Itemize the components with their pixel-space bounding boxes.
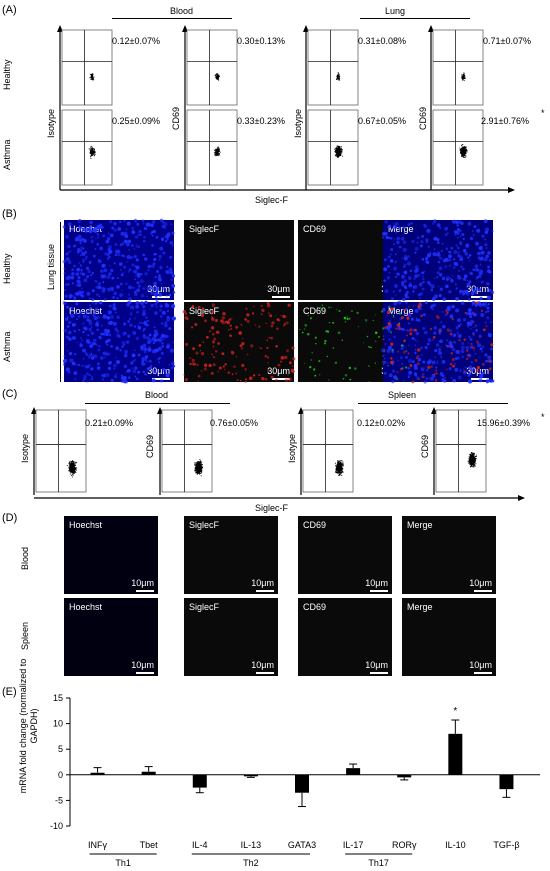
- panel-a-value-7: 0.67±0.05%: [358, 116, 406, 126]
- panel-a-value-2: 0.30±0.13%: [237, 36, 285, 46]
- bar-IL-13: [243, 774, 258, 777]
- panel-d-row-spleen: Spleen: [20, 621, 30, 650]
- bar-IL-17: [346, 768, 361, 775]
- y-tick-label: 0: [58, 770, 63, 780]
- panel-a-value-5: 0.25±0.09%: [112, 116, 160, 126]
- micro-d-blood-hoechst: Hoechst 10μm: [64, 516, 158, 594]
- flow-c-c3: [302, 409, 354, 493]
- panel-a-blood-line: [112, 18, 232, 19]
- panel-d-label: (D): [2, 512, 18, 524]
- bar-Tbet: [141, 771, 156, 775]
- panel-c-value-4: 15.96±0.39%: [477, 418, 530, 428]
- micro-d-blood-cd69: CD69 10μm: [298, 516, 392, 594]
- panel-c-star: *: [541, 412, 545, 422]
- panel-a-value-6: 0.33±0.23%: [237, 116, 285, 126]
- panel-d-row-blood: Blood: [20, 546, 30, 570]
- flow-a-r1-c2: [186, 29, 238, 106]
- flow-a-r1-c4: [432, 29, 484, 106]
- micro-b-asthma-hoechst: Hoechst 30μm: [64, 302, 174, 382]
- panel-c-label: (C): [2, 388, 18, 400]
- micro-d-spleen-hoechst: Hoechst 10μm: [64, 598, 158, 676]
- panel-a-group-lung: Lung: [385, 6, 406, 16]
- panel-c-xaxis: Siglec-F: [255, 503, 289, 513]
- bar-IL-4: [192, 774, 207, 788]
- panel-a-value-8: 2.91±0.76%: [481, 116, 529, 126]
- panel-b-side-line: [60, 222, 61, 382]
- panel-c-group-blood: Blood: [145, 390, 169, 400]
- micro-d-blood-merge: Merge 10μm: [402, 516, 496, 594]
- flow-a-r1-c3: [307, 29, 359, 106]
- panel-a-value-1: 0.12±0.07%: [112, 36, 160, 46]
- y-tick-label: 5: [58, 744, 63, 754]
- flow-c-c4: [435, 409, 487, 493]
- panel-a-flow-plots: [57, 25, 515, 193]
- x-tick-label: Tbet: [140, 840, 159, 850]
- micro-d-blood-siglecf: SiglecF 10μm: [184, 516, 278, 594]
- bar-RORγ: [397, 774, 412, 778]
- y-tick-label: -10: [50, 821, 63, 831]
- x-tick-label: IL-13: [241, 840, 262, 850]
- group-label-Th2: Th2: [243, 858, 259, 868]
- panel-a-value-4: 0.71±0.07%: [483, 36, 531, 46]
- panel-c-value-3: 0.12±0.02%: [357, 418, 405, 428]
- micro-b-healthy-siglecf: SiglecF 30μm: [184, 220, 294, 300]
- panel-b-label: (B): [2, 208, 17, 220]
- bar-GATA3: [295, 774, 309, 793]
- panel-c-blood-line: [85, 403, 230, 404]
- panel-a-value-3: 0.31±0.08%: [358, 36, 406, 46]
- y-tick-label: 10: [53, 719, 63, 729]
- micro-d-spleen-siglecf: SiglecF 10μm: [184, 598, 278, 676]
- panel-e-label: (E): [2, 686, 17, 698]
- panel-a-star: *: [541, 108, 545, 118]
- x-tick-label: IL-4: [192, 840, 208, 850]
- bar-INFγ: [90, 772, 105, 775]
- panel-c-value-2: 0.76±0.05%: [210, 418, 258, 428]
- panel-a-lung-line: [360, 18, 470, 19]
- x-tick-label: GATA3: [288, 840, 316, 850]
- flow-c-c1: [35, 409, 87, 493]
- bar-TGF-β: [499, 774, 514, 790]
- y-tick-label: 15: [53, 693, 63, 703]
- bar-IL-10: [448, 733, 463, 775]
- micro-d-spleen-merge: Merge 10μm: [402, 598, 496, 676]
- y-tick-label: -5: [55, 795, 63, 805]
- flow-a-r2-c3: [307, 109, 359, 186]
- flow-a-r2-c1: [61, 109, 113, 186]
- x-tick-label: IL-10: [445, 840, 466, 850]
- x-tick-label: INFγ: [88, 840, 107, 850]
- panel-c-group-spleen: Spleen: [388, 390, 417, 400]
- panel-e-bar-chart: -10 -5 0 5 10 15 INFγ Tbet IL-4 IL-13 GATA3 IL-17 RO…: [50, 693, 540, 868]
- panel-c-flow-plots: [31, 407, 525, 501]
- panel-a-xaxis: Siglec-F: [255, 195, 289, 205]
- flow-a-r1-c1: [61, 29, 113, 106]
- x-tick-label: TGF-β: [493, 840, 519, 850]
- micro-d-spleen-cd69: CD69 10μm: [298, 598, 392, 676]
- group-label-Th17: Th17: [368, 858, 389, 868]
- flow-a-r2-c2: [186, 109, 238, 186]
- panel-c-value-1: 0.21±0.09%: [85, 418, 133, 428]
- flow-c-c2: [161, 409, 213, 493]
- flow-a-r2-c4: [432, 109, 484, 186]
- panel-a-label: (A): [2, 4, 17, 16]
- x-tick-label: RORγ: [392, 840, 417, 850]
- panel-c-spleen-line: [358, 403, 508, 404]
- panel-a-group-blood: Blood: [170, 6, 194, 16]
- x-tick-label: IL-17: [343, 840, 364, 850]
- significance-star: *: [453, 706, 457, 717]
- group-label-Th1: Th1: [115, 858, 131, 868]
